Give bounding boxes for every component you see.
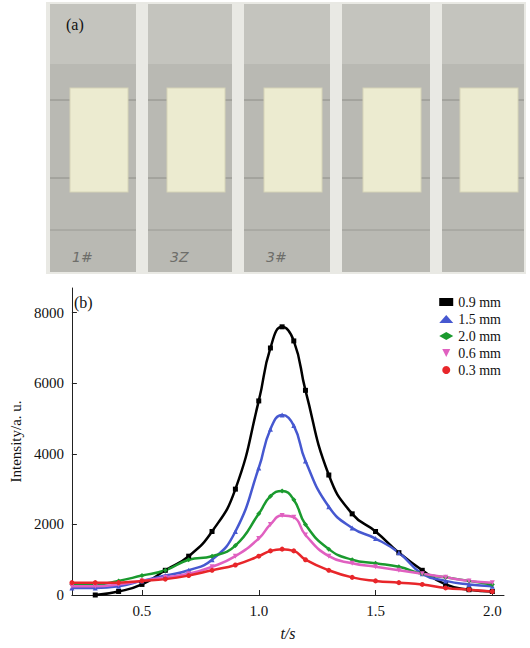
svg-text:0.3 mm: 0.3 mm — [458, 363, 501, 378]
svg-text:(a): (a) — [66, 16, 84, 34]
svg-text:0: 0 — [56, 587, 64, 603]
svg-text:1.5: 1.5 — [366, 603, 385, 619]
svg-text:0.5: 0.5 — [133, 603, 152, 619]
svg-text:t/s: t/s — [280, 625, 295, 642]
svg-text:0.9 mm: 0.9 mm — [458, 295, 501, 310]
svg-text:8000: 8000 — [34, 305, 64, 321]
svg-text:2.0: 2.0 — [483, 603, 502, 619]
svg-text:2.0 mm: 2.0 mm — [458, 329, 501, 344]
svg-text:2000: 2000 — [34, 516, 64, 532]
svg-text:1#: 1# — [72, 249, 93, 265]
svg-text:0.6 mm: 0.6 mm — [458, 346, 501, 361]
svg-text:6000: 6000 — [34, 375, 64, 391]
svg-text:Intensity/a. u.: Intensity/a. u. — [8, 400, 24, 482]
svg-text:3Z: 3Z — [170, 249, 189, 265]
svg-text:1.5 mm: 1.5 mm — [458, 312, 501, 327]
svg-text:1.0: 1.0 — [249, 603, 268, 619]
svg-text:(b): (b) — [74, 294, 93, 312]
svg-text:3#: 3# — [266, 249, 287, 265]
svg-text:4000: 4000 — [34, 446, 64, 462]
